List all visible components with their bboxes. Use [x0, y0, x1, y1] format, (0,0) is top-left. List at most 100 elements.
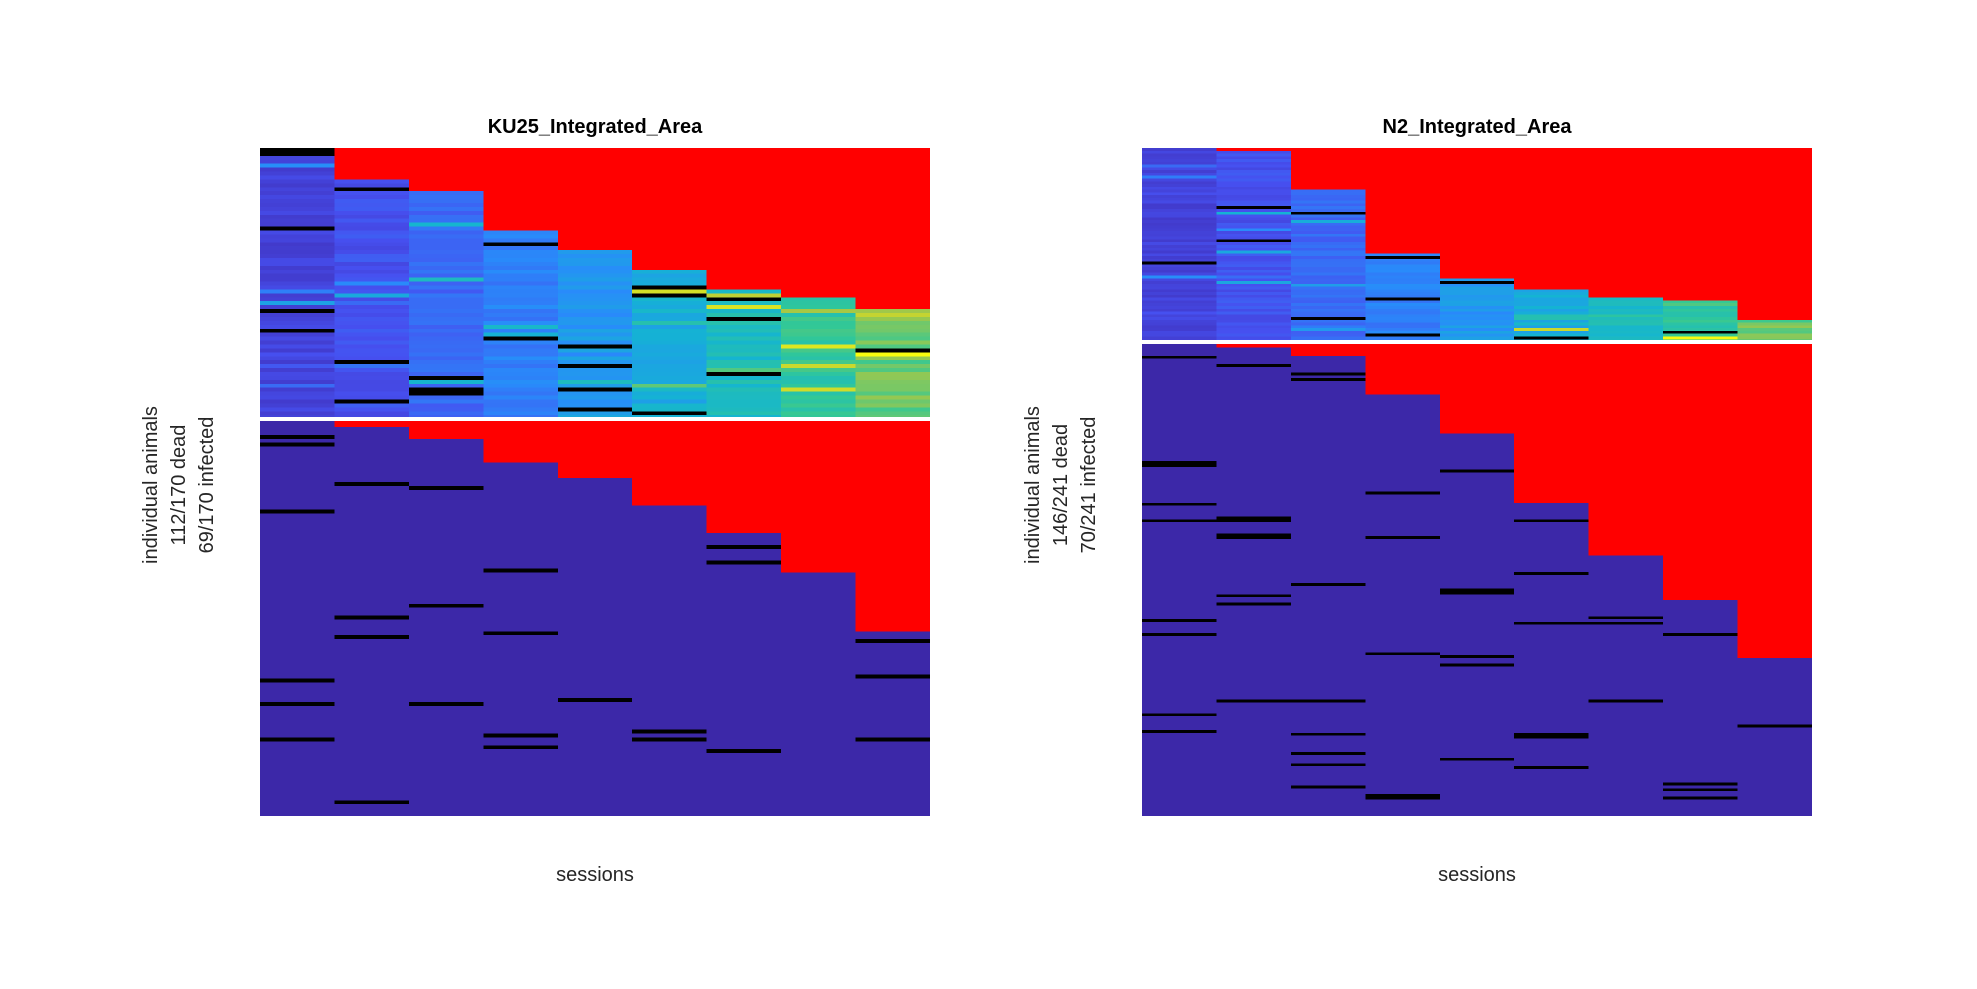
- heatmap-cell: [1142, 802, 1218, 806]
- heatmap-cell: [1290, 380, 1366, 385]
- heatmap-cell: [706, 305, 782, 310]
- heatmap-cell: [706, 277, 782, 283]
- heatmap-cell: [483, 320, 559, 326]
- heatmap-cell: [408, 800, 484, 805]
- heatmap-cell: [408, 148, 484, 153]
- heatmap-cell: [334, 430, 410, 436]
- heatmap-cell: [408, 757, 484, 762]
- heatmap-cell: [1588, 159, 1664, 163]
- heatmap-cell: [483, 159, 559, 165]
- heatmap-cell: [1216, 660, 1292, 665]
- heatmap-cell: [781, 631, 857, 636]
- heatmap-cell: [260, 277, 336, 283]
- heatmap-cell: [1290, 522, 1366, 526]
- heatmap-cell: [557, 151, 633, 157]
- heatmap-cell: [1663, 638, 1739, 642]
- heatmap-cell: [334, 364, 410, 369]
- heatmap-cell: [557, 753, 633, 758]
- heatmap-cell: [557, 737, 633, 742]
- heatmap-cell: [781, 654, 857, 660]
- heatmap-cell: [334, 391, 410, 397]
- heatmap-cell: [855, 619, 930, 625]
- heatmap-cell: [408, 261, 484, 267]
- heatmap-cell: [557, 670, 633, 676]
- heatmap-cell: [1365, 391, 1441, 396]
- heatmap-cell: [706, 623, 782, 628]
- heatmap-cell: [781, 309, 857, 314]
- heatmap-cell: [1514, 513, 1590, 518]
- heatmap-cell: [855, 686, 930, 691]
- heatmap-cell: [706, 529, 782, 534]
- heatmap-cell: [334, 568, 410, 573]
- heatmap-cell: [408, 383, 484, 389]
- heatmap-cell: [483, 364, 559, 369]
- heatmap-cell: [1142, 674, 1218, 679]
- heatmap-cell: [781, 768, 857, 774]
- heatmap-cell: [1365, 547, 1441, 551]
- heatmap-cell: [1588, 486, 1664, 490]
- heatmap-cell: [334, 564, 410, 570]
- heatmap-cell: [632, 725, 708, 731]
- heatmap-cell: [1588, 660, 1664, 665]
- heatmap-cell: [1514, 813, 1590, 816]
- heatmap-cell: [855, 214, 930, 220]
- heatmap-cell: [1588, 170, 1664, 174]
- heatmap-cell: [632, 485, 708, 491]
- heatmap-cell: [260, 301, 336, 306]
- heatmap-cell: [1142, 153, 1218, 157]
- heatmap-cell: [1216, 802, 1292, 806]
- heatmap-cell: [1588, 258, 1664, 263]
- heatmap-cell: [1439, 264, 1515, 268]
- heatmap-cell: [1514, 475, 1590, 479]
- heatmap-cell: [557, 513, 633, 518]
- heatmap-cell: [781, 482, 857, 487]
- heatmap-cell: [1514, 630, 1590, 634]
- heatmap-cell: [1142, 403, 1218, 407]
- heatmap-cell: [260, 788, 336, 794]
- heatmap-cell: [1514, 585, 1590, 590]
- heatmap-cell: [1290, 269, 1366, 274]
- heatmap-cell: [408, 513, 484, 518]
- heatmap-cell: [1737, 513, 1812, 518]
- heatmap-cell: [1588, 314, 1664, 318]
- heatmap-cell: [1365, 222, 1441, 227]
- heatmap-cell: [260, 733, 336, 739]
- heatmap-cell: [632, 368, 708, 373]
- heatmap-cell: [1514, 358, 1590, 363]
- heatmap-cell: [1142, 416, 1218, 421]
- heatmap-cell: [1514, 791, 1590, 795]
- heatmap-cell: [483, 356, 559, 361]
- heatmap-cell: [1216, 663, 1292, 667]
- heatmap-cell: [1514, 433, 1590, 437]
- heatmap-cell: [483, 206, 559, 212]
- heatmap-cell: [1663, 594, 1739, 598]
- heatmap-cell: [557, 796, 633, 801]
- heatmap-cell: [855, 753, 930, 758]
- heatmap-cell: [706, 289, 782, 294]
- heatmap-cell: [1439, 788, 1515, 792]
- heatmap-cell: [1365, 386, 1441, 390]
- heatmap-cell: [1365, 707, 1441, 712]
- heatmap-cell: [1439, 475, 1515, 479]
- heatmap-cell: [557, 521, 633, 526]
- heatmap-cell: [1365, 569, 1441, 573]
- heatmap-cell: [1588, 403, 1664, 407]
- heatmap-cell: [260, 352, 336, 357]
- heatmap-cell: [1290, 619, 1366, 623]
- heatmap-cell: [1290, 644, 1366, 648]
- heatmap-cell: [1737, 804, 1812, 809]
- heatmap-cell: [260, 265, 336, 271]
- heatmap-cell: [1588, 250, 1664, 254]
- heatmap-cell: [1588, 175, 1664, 180]
- heatmap-cell: [260, 537, 336, 542]
- heatmap-cell: [408, 344, 484, 349]
- heatmap-cell: [483, 199, 559, 204]
- heatmap-cell: [408, 336, 484, 342]
- heatmap-cell: [1737, 785, 1812, 789]
- heatmap-cell: [1663, 580, 1739, 584]
- heatmap-cell: [632, 705, 708, 711]
- heatmap-cell: [1142, 641, 1218, 645]
- heatmap-cell: [1737, 713, 1812, 717]
- heatmap-cell: [706, 411, 782, 416]
- heatmap-cell: [1514, 560, 1590, 565]
